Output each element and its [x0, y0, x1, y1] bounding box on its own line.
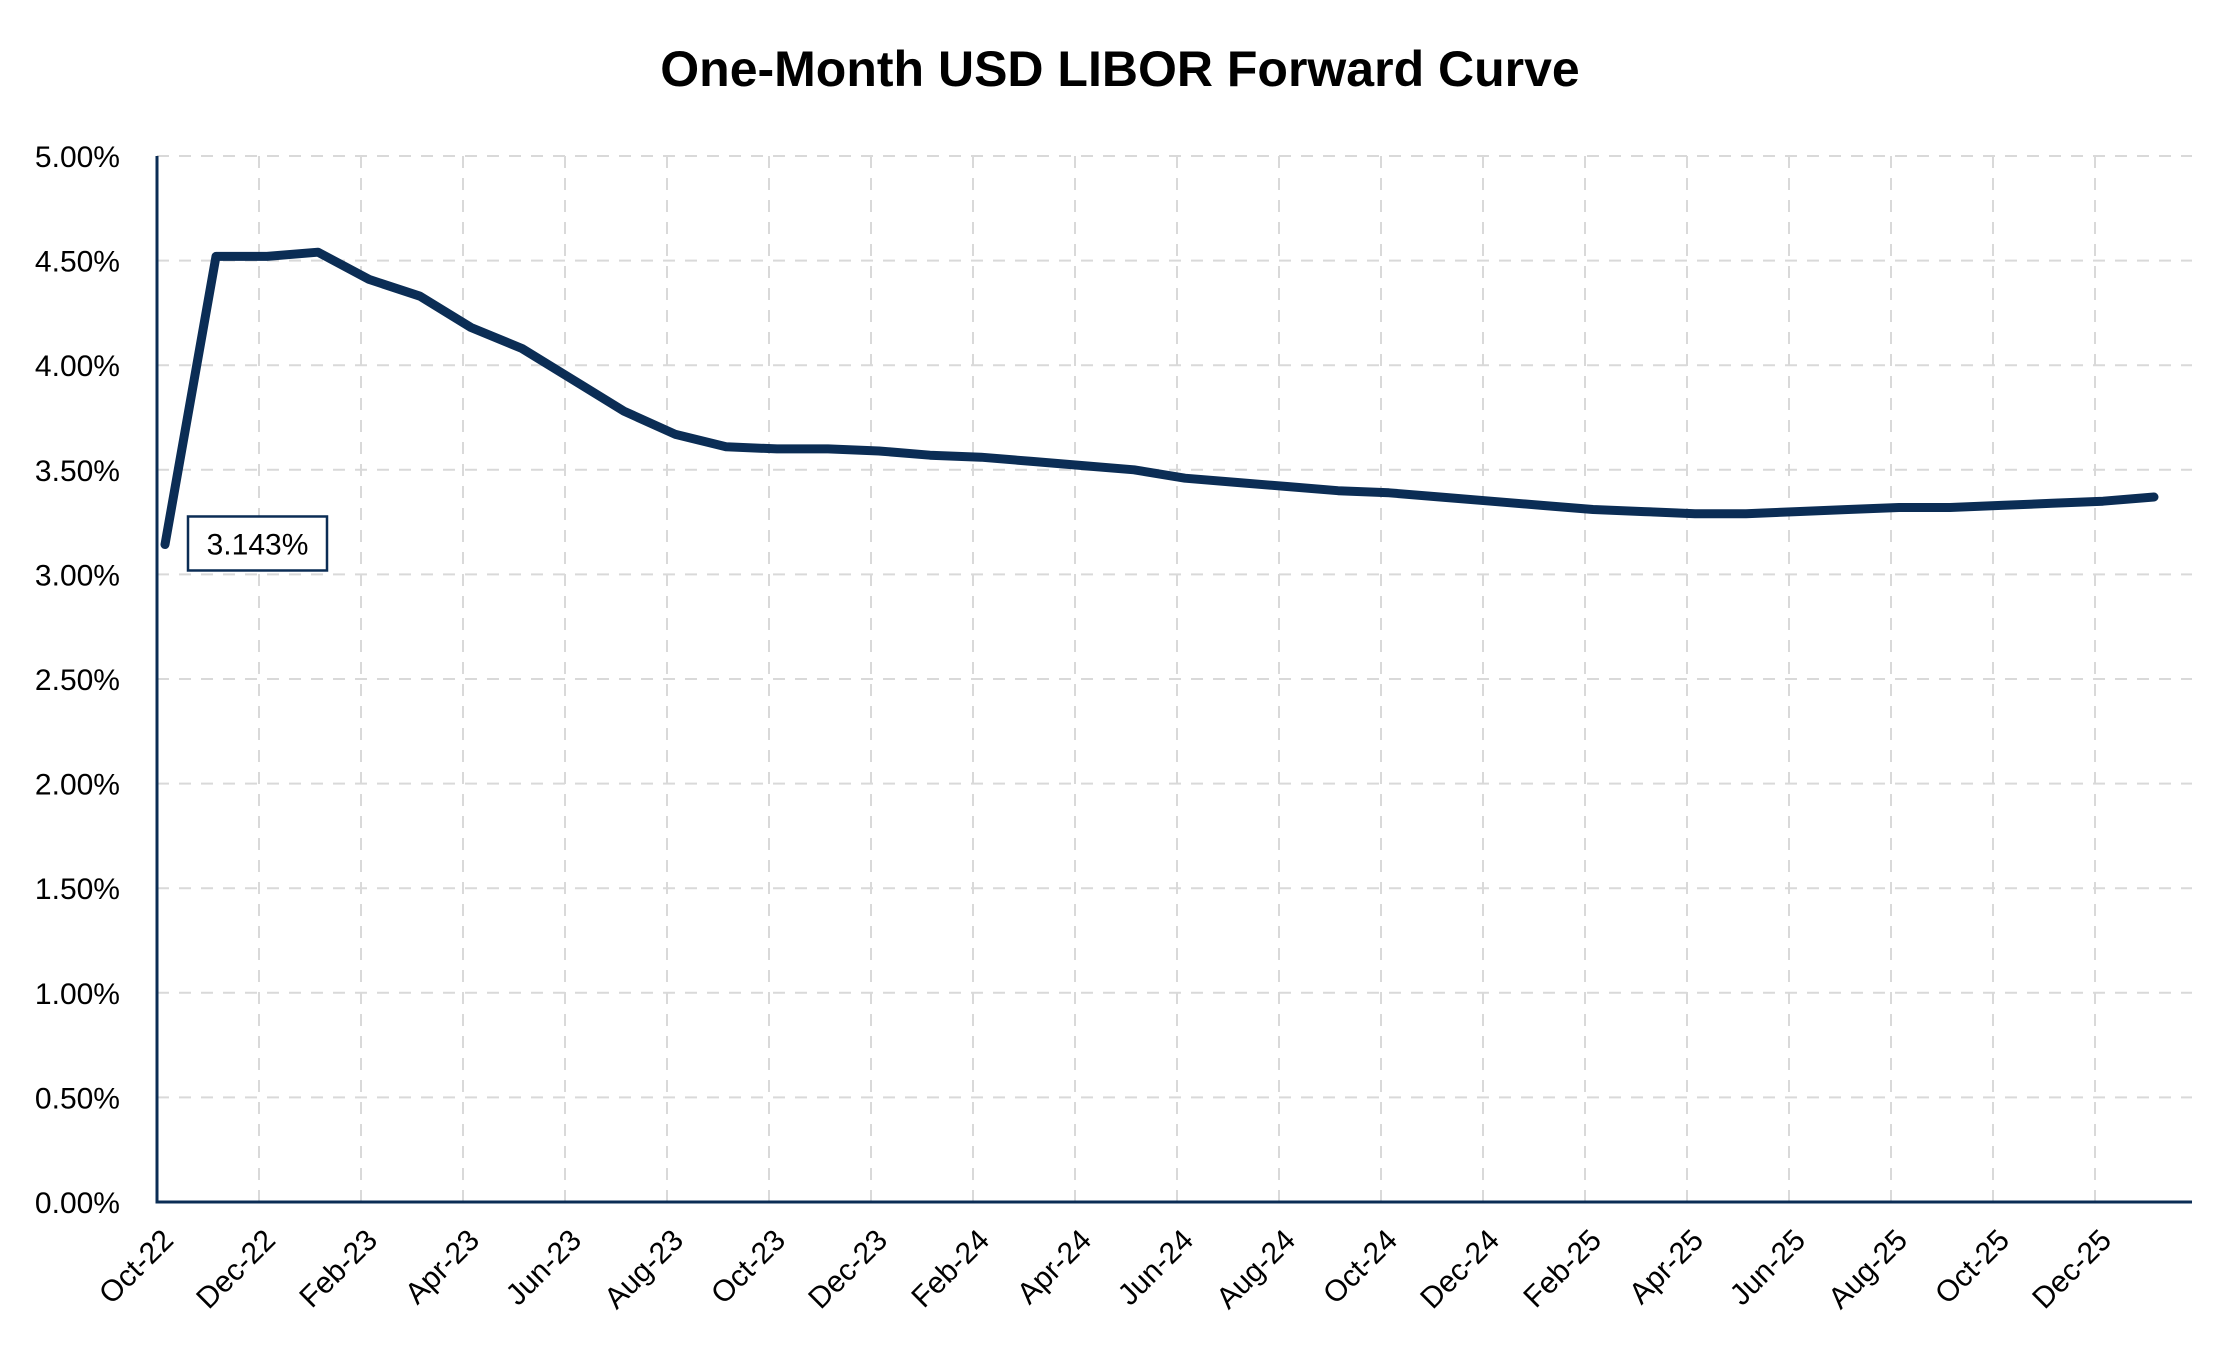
y-tick-label: 0.00%	[35, 1187, 120, 1220]
y-tick-label: 4.50%	[35, 246, 120, 279]
x-tick-label: Oct-24	[1317, 1224, 1404, 1311]
x-tick-label: Jun-23	[500, 1224, 588, 1312]
series	[160, 247, 2159, 549]
data-label: 3.143%	[207, 528, 309, 561]
x-tick-label: Feb-24	[905, 1224, 996, 1315]
y-tick-label: 5.00%	[35, 141, 120, 174]
y-tick-label: 3.00%	[35, 559, 120, 592]
x-tick-label: Apr-23	[399, 1224, 486, 1311]
y-axis-tick-labels: 0.00% 0.50% 1.00% 1.50% 2.00% 2.50% 3.00% 3.50%…	[35, 141, 120, 1220]
x-tick-label: Dec-25	[2026, 1224, 2118, 1316]
data-label-callout: 3.143%	[186, 515, 329, 572]
gridlines	[157, 155, 2192, 1202]
x-tick-label: Dec-24	[1414, 1224, 1506, 1316]
x-tick-label: Dec-23	[802, 1224, 894, 1316]
x-tick-label: Jun-24	[1112, 1224, 1200, 1312]
y-tick-label: 1.50%	[35, 873, 120, 906]
x-tick-label: Aug-25	[1822, 1224, 1914, 1316]
data-label-box	[186, 515, 329, 572]
x-tick-label: Apr-25	[1623, 1224, 1710, 1311]
axes	[155, 156, 2192, 1204]
y-tick-label: 1.00%	[35, 978, 120, 1011]
chart-title: One-Month USD LIBOR Forward Curve	[660, 41, 1579, 97]
y-tick-label: 2.00%	[35, 769, 120, 802]
x-tick-label: Feb-23	[293, 1224, 384, 1315]
x-tick-label: Oct-25	[1929, 1224, 2016, 1311]
x-tick-label: Oct-22	[93, 1224, 180, 1311]
series-line	[160, 247, 2159, 549]
x-tick-label: Dec-22	[190, 1224, 282, 1316]
y-tick-label: 4.00%	[35, 350, 120, 383]
annotation: 3.143%	[186, 515, 329, 572]
x-tick-label: Apr-24	[1011, 1224, 1098, 1311]
x-tick-label: Aug-23	[598, 1224, 690, 1316]
x-tick-label: Aug-24	[1210, 1224, 1302, 1316]
x-tick-label: Jun-25	[1724, 1224, 1812, 1312]
x-axis-tick-labels: Oct-22 Dec-22 Feb-23 Apr-23 Jun-23 Aug-23 Oct-…	[93, 1224, 2118, 1316]
x-tick-label: Feb-25	[1517, 1224, 1608, 1315]
x-tick-label: Oct-23	[705, 1224, 792, 1311]
y-tick-label: 2.50%	[35, 664, 120, 697]
y-tick-label: 0.50%	[35, 1082, 120, 1115]
y-tick-label: 3.50%	[35, 455, 120, 488]
